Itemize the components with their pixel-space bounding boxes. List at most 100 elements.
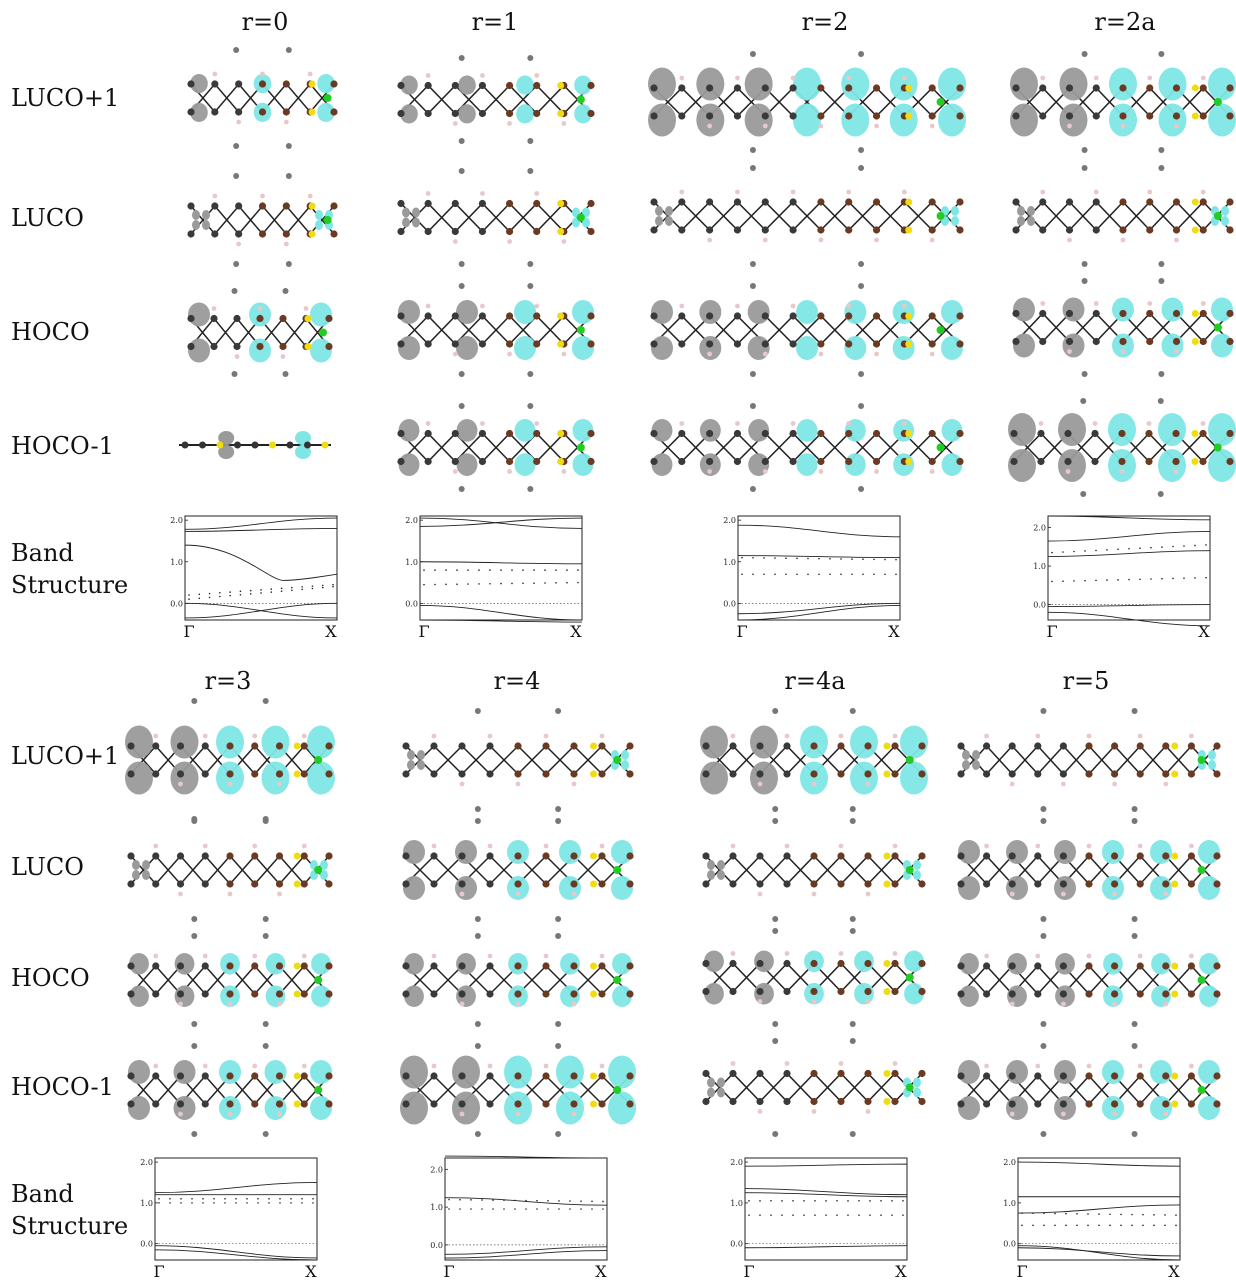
atom (211, 230, 219, 238)
background-atom (1040, 1021, 1047, 1027)
atom (201, 1072, 209, 1080)
band-dot (1021, 1212, 1023, 1214)
atom (702, 1069, 710, 1078)
atom (1226, 84, 1234, 92)
band-dot (569, 1208, 571, 1210)
orbital-r4a-luco1 (700, 708, 928, 812)
atom (514, 962, 522, 970)
hydrogen-atom (153, 733, 159, 739)
hydrogen-atom (1173, 469, 1179, 474)
hydrogen-atom (277, 1001, 282, 1007)
hydrogen-atom (307, 71, 313, 77)
band-dot (880, 1214, 882, 1216)
background-atom (772, 1131, 779, 1137)
atom (810, 959, 818, 968)
sulfur-atom (590, 880, 598, 888)
band-dot (807, 573, 809, 576)
hydrogen-atom (543, 953, 549, 959)
label-luco-top: LUCO (11, 204, 84, 232)
y-tick-label: 0.0 (170, 599, 183, 608)
atom (1226, 309, 1234, 318)
hydrogen-atom (929, 469, 935, 474)
band-dot (847, 1214, 849, 1216)
bond-chain (130, 854, 330, 886)
bond-chain (960, 744, 1218, 776)
band-dot (1043, 1224, 1045, 1227)
lobe (400, 1055, 428, 1089)
background-atom (1040, 818, 1047, 824)
lobe (1158, 413, 1186, 446)
atom (1213, 852, 1221, 860)
band-dot (869, 1200, 871, 1202)
atom (783, 880, 791, 888)
y-tick-label: 2.0 (1033, 524, 1046, 533)
band-dot (748, 1200, 750, 1202)
atom (678, 429, 686, 438)
hydrogen-atom (1086, 733, 1092, 739)
atom (956, 198, 964, 206)
atom (514, 1072, 522, 1080)
band-dot (1120, 1213, 1122, 1216)
lobe (1054, 1096, 1076, 1120)
lobe (560, 985, 580, 1007)
background-atom (231, 288, 238, 294)
y-tick-label: 0.0 (1003, 1240, 1016, 1249)
lobe (556, 1091, 584, 1125)
band-dot (208, 596, 211, 599)
atom (199, 441, 206, 449)
band-dot (829, 573, 831, 576)
band-dot (873, 573, 875, 576)
hydrogen-atom (1112, 781, 1117, 787)
atom (1039, 309, 1047, 318)
band-dot (847, 1200, 849, 1202)
atom (789, 226, 797, 234)
sulfur-atom (1171, 770, 1179, 778)
atom (1136, 1100, 1144, 1108)
band-dot (759, 1200, 761, 1202)
atom (783, 852, 791, 860)
atom (706, 340, 714, 348)
atom (1162, 990, 1170, 998)
atom (1162, 1100, 1170, 1108)
atom (837, 987, 845, 996)
orbital-r4a-hoco1 (702, 1038, 926, 1137)
atom (542, 852, 550, 860)
band-dot (869, 1214, 871, 1216)
atom (210, 342, 218, 351)
band-dot (224, 1198, 226, 1200)
band-line (419, 561, 583, 565)
atom (957, 852, 965, 860)
hydrogen-atom (874, 237, 879, 243)
hydrogen-atom (984, 1063, 989, 1069)
hydrogen-atom (561, 469, 567, 474)
band-dot (158, 1198, 160, 1200)
band-dot (470, 1208, 472, 1210)
metal-atom (319, 328, 327, 337)
background-atom (1131, 818, 1138, 824)
atom (451, 109, 459, 118)
band-dot (279, 1202, 281, 1204)
band-dot (1087, 1224, 1089, 1227)
lobe (958, 876, 980, 900)
metal-atom (1197, 866, 1206, 874)
atom (533, 457, 541, 466)
band-dot (246, 1198, 248, 1200)
atom (729, 742, 737, 750)
hydrogen-atom (1009, 781, 1015, 787)
lobe (900, 761, 928, 795)
lobe (938, 67, 966, 101)
hydrogen-atom (1092, 421, 1098, 426)
background-atom (1040, 916, 1047, 922)
atom (729, 1069, 737, 1078)
atom (918, 742, 926, 750)
band-dot (1164, 1214, 1166, 1216)
atom (706, 457, 714, 466)
band-dot (1172, 577, 1174, 580)
atom (957, 1100, 965, 1108)
background-atom (282, 288, 289, 294)
atom (486, 962, 494, 970)
lobe (1158, 449, 1186, 482)
hydrogen-atom (735, 75, 740, 81)
atom (1065, 84, 1074, 92)
band-r3: 2.01.00.0Γ X (140, 1157, 318, 1280)
